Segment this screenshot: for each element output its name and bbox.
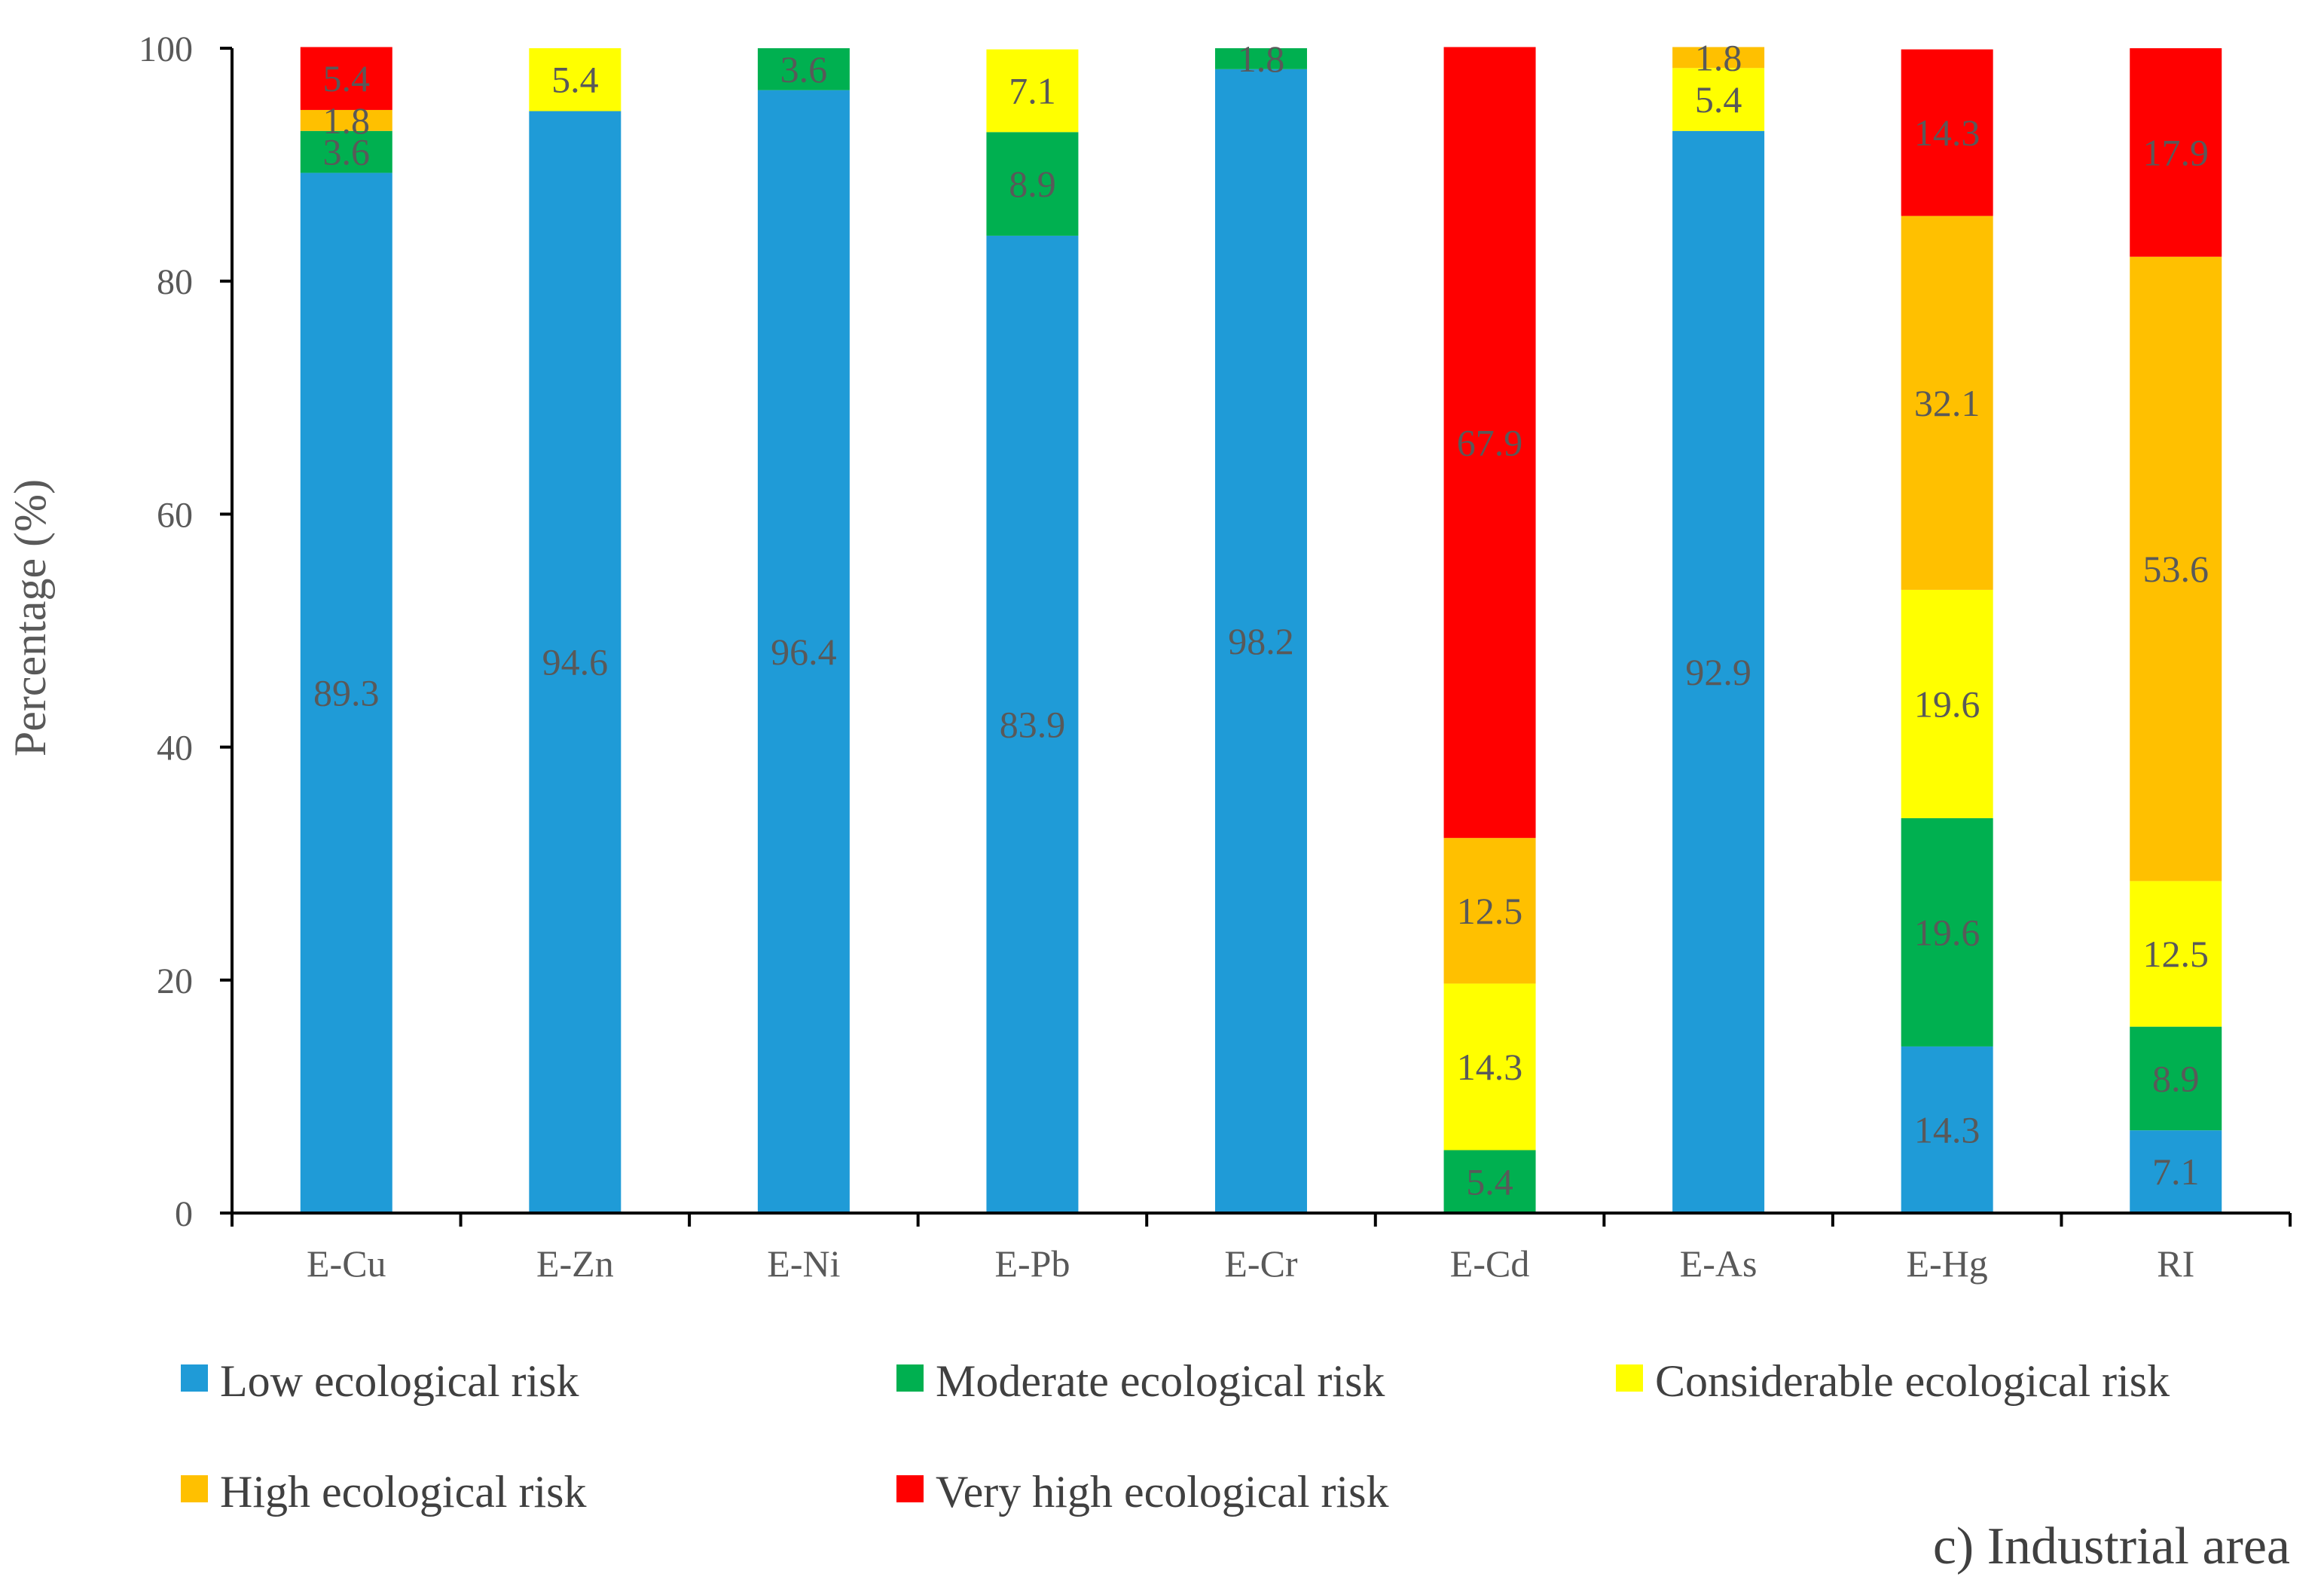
data-label-e-as-high-ecological-risk: 1.8 — [1695, 36, 1742, 78]
x-tick-label-e-ni: E-Ni — [767, 1242, 840, 1285]
bar-e-zn-considerable-ecological-risk — [529, 48, 621, 112]
bar-e-cr-low-ecological-risk — [1215, 69, 1307, 1213]
y-tick-label: 40 — [157, 729, 193, 769]
legend-swatch-moderate-ecological-risk — [896, 1364, 924, 1392]
y-tick-label: 0 — [175, 1194, 193, 1234]
data-label-e-as-low-ecological-risk: 92.9 — [1685, 651, 1751, 693]
data-label-ri-moderate-ecological-risk: 8.9 — [2152, 1057, 2200, 1099]
bar-e-as-considerable-ecological-risk — [1672, 68, 1765, 131]
data-label-e-pb-moderate-ecological-risk: 8.9 — [1009, 163, 1056, 205]
bar-e-hg-low-ecological-risk — [1901, 1046, 1993, 1213]
legend-swatch-very-high-ecological-risk — [896, 1475, 924, 1502]
x-tick-label-e-cr: E-Cr — [1224, 1242, 1298, 1285]
legend-label-low-ecological-risk: Low ecological risk — [220, 1356, 579, 1406]
x-tick-label-e-pb: E-Pb — [994, 1242, 1070, 1285]
x-tick-label-e-cu: E-Cu — [307, 1242, 386, 1285]
y-tick-label: 80 — [157, 262, 193, 302]
data-label-e-zn-low-ecological-risk: 94.6 — [542, 641, 609, 683]
data-label-ri-considerable-ecological-risk: 12.5 — [2142, 933, 2209, 975]
data-label-e-cu-very-high-ecological-risk: 5.4 — [323, 57, 371, 99]
bar-e-cu-low-ecological-risk — [300, 173, 392, 1213]
data-label-e-ni-moderate-ecological-risk: 3.6 — [780, 48, 828, 90]
data-label-e-ni-low-ecological-risk: 96.4 — [771, 631, 837, 673]
data-label-e-cd-very-high-ecological-risk: 67.9 — [1457, 421, 1523, 463]
data-label-e-zn-considerable-ecological-risk: 5.4 — [551, 59, 599, 101]
data-label-ri-high-ecological-risk: 53.6 — [2142, 548, 2209, 590]
data-label-e-cd-moderate-ecological-risk: 5.4 — [1466, 1160, 1513, 1202]
data-label-e-hg-very-high-ecological-risk: 14.3 — [1914, 112, 1980, 154]
x-tick-label-ri: RI — [2157, 1242, 2194, 1285]
bar-e-cu-moderate-ecological-risk — [300, 130, 392, 173]
bar-e-pb-considerable-ecological-risk — [986, 49, 1079, 133]
data-label-e-hg-moderate-ecological-risk: 19.6 — [1914, 911, 1980, 953]
bar-e-cu-high-ecological-risk — [300, 109, 392, 131]
y-axis-title: Percentage (%) — [5, 479, 55, 756]
y-tick-label: 20 — [157, 961, 193, 1001]
bar-ri-low-ecological-risk — [2130, 1130, 2222, 1213]
bars-group — [300, 47, 2222, 1214]
legend-label-considerable-ecological-risk: Considerable ecological risk — [1655, 1356, 2170, 1406]
legend-swatch-low-ecological-risk — [181, 1364, 208, 1392]
data-label-e-pb-low-ecological-risk: 83.9 — [1000, 703, 1066, 745]
bar-e-as-high-ecological-risk — [1672, 47, 1765, 69]
legend-label-moderate-ecological-risk: Moderate ecological risk — [936, 1356, 1385, 1406]
data-labels-group: 89.33.61.85.494.65.496.43.683.98.97.198.… — [313, 36, 2209, 1202]
y-tick-label: 60 — [157, 495, 193, 535]
bar-e-ni-moderate-ecological-risk — [757, 48, 850, 90]
bar-e-cr-moderate-ecological-risk — [1215, 48, 1307, 69]
data-label-e-hg-high-ecological-risk: 32.1 — [1914, 382, 1980, 424]
data-label-e-cu-moderate-ecological-risk: 3.6 — [323, 131, 371, 173]
data-label-e-as-considerable-ecological-risk: 5.4 — [1695, 78, 1742, 121]
data-label-e-pb-considerable-ecological-risk: 7.1 — [1009, 69, 1056, 112]
x-ticks-group: E-Cu E-Zn E-Ni E-Pb E-Cr E-Cd E-As E-Hg RI — [231, 1213, 2292, 1285]
x-tick-label-e-hg: E-Hg — [1907, 1242, 1988, 1285]
axes-group — [231, 48, 2290, 1215]
data-label-e-cu-high-ecological-risk: 1.8 — [323, 99, 371, 142]
bar-ri-considerable-ecological-risk — [2130, 881, 2222, 1027]
bar-e-zn-low-ecological-risk — [529, 111, 621, 1213]
bar-ri-high-ecological-risk — [2130, 256, 2222, 882]
bar-e-hg-high-ecological-risk — [1901, 215, 1993, 590]
bar-e-as-low-ecological-risk — [1672, 130, 1765, 1214]
legend-label-very-high-ecological-risk: Very high ecological risk — [936, 1467, 1389, 1517]
bar-e-cd-moderate-ecological-risk — [1443, 1150, 1536, 1213]
data-label-e-cd-high-ecological-risk: 12.5 — [1457, 890, 1523, 932]
bar-e-hg-considerable-ecological-risk — [1901, 589, 1993, 818]
legend: Low ecological risk Moderate ecological r… — [181, 1356, 2170, 1517]
x-tick-label-e-as: E-As — [1680, 1242, 1758, 1285]
data-label-e-hg-considerable-ecological-risk: 19.6 — [1914, 683, 1980, 725]
bar-e-cd-high-ecological-risk — [1443, 838, 1536, 984]
legend-label-high-ecological-risk: High ecological risk — [220, 1467, 587, 1517]
bar-e-cu-very-high-ecological-risk — [300, 47, 392, 110]
data-label-e-cr-low-ecological-risk: 98.2 — [1228, 620, 1294, 662]
y-tick-label: 100 — [139, 29, 193, 69]
data-label-e-cr-moderate-ecological-risk: 1.8 — [1238, 38, 1285, 80]
data-label-e-cu-low-ecological-risk: 89.3 — [313, 672, 380, 714]
x-tick-label-e-zn: E-Zn — [536, 1242, 614, 1285]
data-label-e-hg-low-ecological-risk: 14.3 — [1914, 1108, 1980, 1150]
x-tick-label-e-cd: E-Cd — [1450, 1242, 1530, 1285]
bar-e-pb-low-ecological-risk — [986, 235, 1079, 1213]
legend-swatch-considerable-ecological-risk — [1616, 1364, 1643, 1392]
bar-e-pb-moderate-ecological-risk — [986, 132, 1079, 236]
bar-ri-very-high-ecological-risk — [2130, 48, 2222, 257]
data-label-ri-low-ecological-risk: 7.1 — [2152, 1150, 2200, 1193]
bar-ri-moderate-ecological-risk — [2130, 1026, 2222, 1131]
bar-e-hg-moderate-ecological-risk — [1901, 817, 1993, 1047]
legend-swatch-high-ecological-risk — [181, 1475, 208, 1502]
bar-e-cd-very-high-ecological-risk — [1443, 47, 1536, 839]
bar-e-ni-low-ecological-risk — [757, 90, 850, 1213]
bar-e-cd-considerable-ecological-risk — [1443, 983, 1536, 1150]
data-label-e-cd-considerable-ecological-risk: 14.3 — [1457, 1046, 1523, 1088]
panel-caption: c) Industrial area — [1933, 1517, 2290, 1575]
bar-e-hg-very-high-ecological-risk — [1901, 49, 1993, 216]
y-ticks-group: 0 20 40 60 80 100 — [139, 29, 232, 1234]
data-label-ri-very-high-ecological-risk: 17.9 — [2142, 131, 2209, 173]
